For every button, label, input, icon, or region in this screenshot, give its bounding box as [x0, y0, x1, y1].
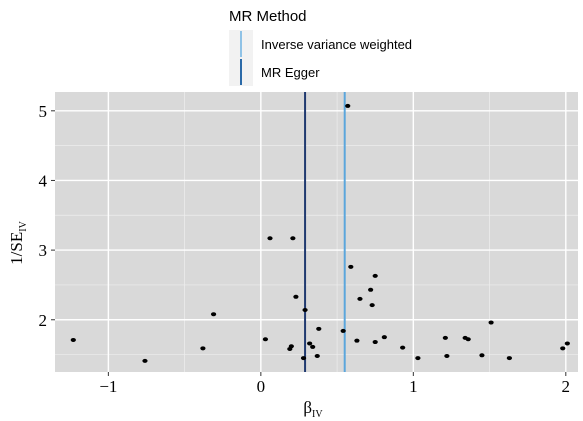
data-point	[200, 346, 206, 351]
x-axis-title: βIV	[303, 398, 323, 420]
data-point	[560, 346, 566, 351]
data-point	[302, 308, 308, 313]
y-axis-title-subscript: IV	[18, 220, 29, 231]
data-point	[354, 338, 360, 343]
data-point	[488, 320, 494, 325]
data-point	[368, 287, 374, 292]
data-point	[444, 353, 450, 358]
y-tick-label: 5	[39, 102, 48, 121]
x-tick-label: 0	[257, 377, 266, 396]
data-point	[142, 358, 148, 363]
x-axis-ticks: −1 0 1 2	[99, 372, 570, 396]
data-point	[479, 353, 485, 358]
x-tick-label: 2	[562, 377, 571, 396]
data-point	[345, 103, 351, 108]
y-tick-label: 3	[39, 241, 48, 260]
data-point	[293, 294, 299, 299]
y-tick-label: 4	[39, 171, 48, 190]
data-point	[381, 335, 387, 340]
data-point	[372, 340, 378, 345]
data-point	[262, 337, 269, 342]
snp-points	[70, 103, 570, 363]
data-point	[372, 273, 378, 278]
data-point	[210, 312, 217, 317]
legend: MR Method Inverse variance weighted MR Eg…	[229, 8, 412, 86]
data-point	[290, 236, 296, 241]
data-point	[348, 264, 354, 269]
x-axis-title-subscript: IV	[312, 409, 323, 420]
data-point	[307, 341, 313, 346]
data-point	[288, 344, 294, 349]
data-point	[70, 337, 76, 342]
data-point	[300, 356, 307, 361]
data-point	[400, 345, 406, 350]
data-point	[267, 236, 273, 241]
data-point	[465, 337, 471, 342]
data-point	[506, 356, 512, 361]
legend-title: MR Method	[229, 8, 307, 25]
y-axis-title: 1/SEIV	[7, 220, 29, 264]
x-tick-label: 1	[409, 377, 418, 396]
data-point	[415, 356, 421, 361]
y-tick-label: 2	[39, 311, 48, 330]
data-point	[442, 335, 448, 340]
x-tick-label: −1	[99, 377, 117, 396]
data-point	[369, 303, 375, 308]
data-point	[564, 341, 570, 346]
plot-panel	[55, 92, 578, 372]
data-point	[316, 326, 322, 331]
data-point	[310, 344, 316, 349]
x-axis-title-main: β	[303, 398, 312, 417]
data-point	[314, 353, 320, 358]
major-gridlines	[55, 92, 578, 372]
y-axis-title-main: 1/SE	[7, 232, 26, 265]
method-lines	[304, 92, 346, 372]
mr-egger-legend-label: MR Egger	[261, 65, 320, 80]
data-point	[340, 328, 346, 333]
inverse-variance-weighted-legend-label: Inverse variance weighted	[261, 37, 412, 52]
data-point	[357, 296, 363, 301]
y-axis-ticks: 2 3 4 5	[39, 102, 55, 330]
